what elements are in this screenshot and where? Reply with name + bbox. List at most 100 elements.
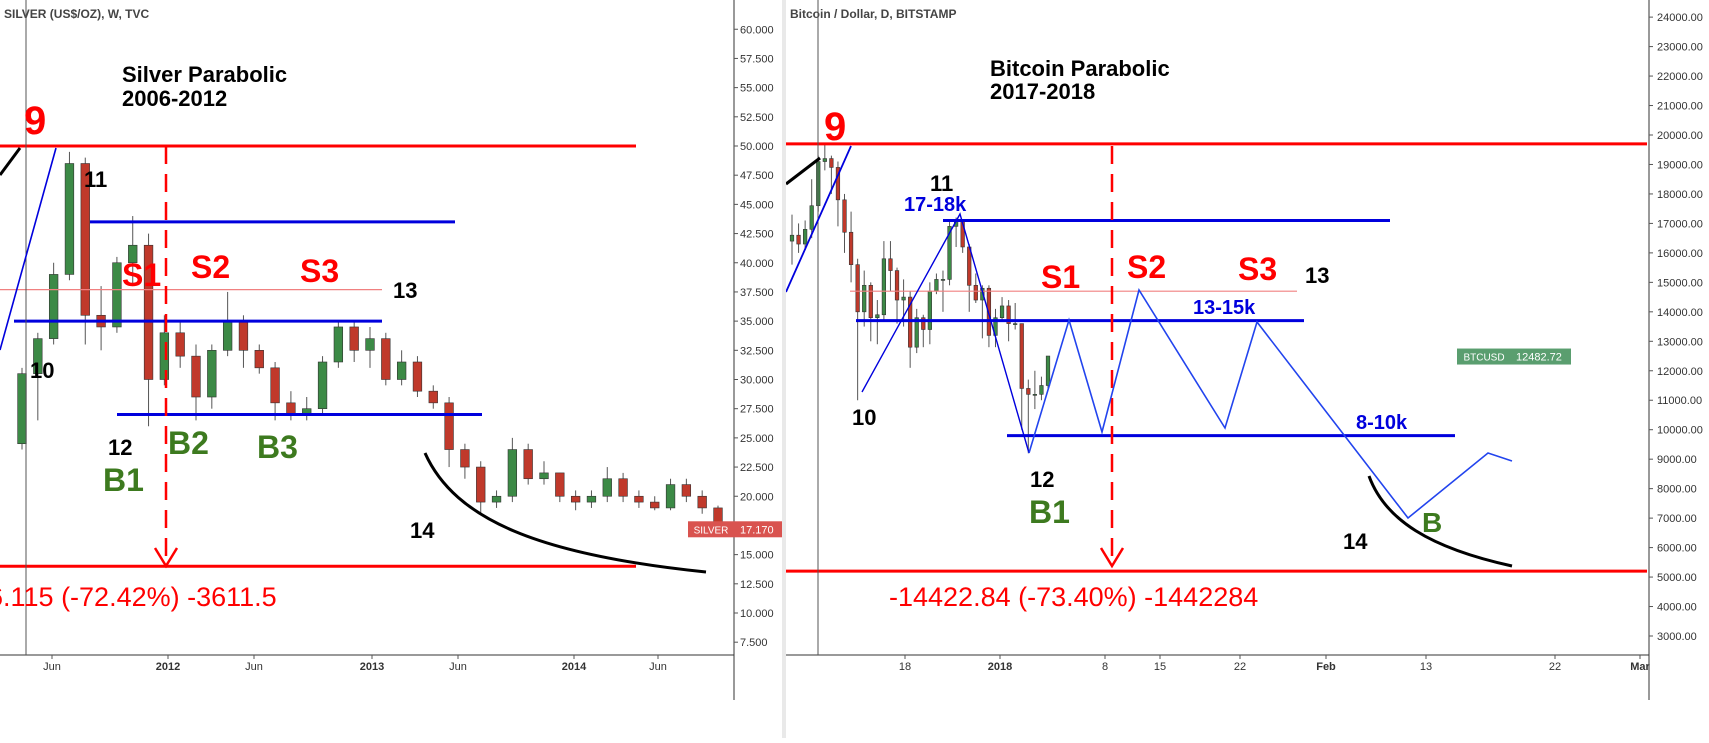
y-tick-label: 22.500 — [740, 462, 774, 474]
y-tick-label: 40.000 — [740, 258, 774, 270]
wave-label-13: 13 — [393, 278, 417, 303]
candles — [17, 151, 723, 532]
y-tick-label: 12000.00 — [1657, 366, 1703, 378]
candle-body — [665, 484, 676, 509]
wave-label-10: 10 — [852, 405, 876, 430]
chart-subtitle: 2006-2012 — [122, 86, 227, 111]
candle-body — [444, 402, 454, 450]
candle-body — [855, 264, 860, 313]
candle — [848, 211, 854, 283]
chart-subtitle: 2017-2018 — [990, 79, 1095, 104]
candle — [570, 490, 581, 511]
time-target-arrow — [1099, 547, 1125, 569]
candle-body — [914, 317, 919, 348]
candle — [634, 490, 644, 508]
candle — [855, 258, 860, 401]
candle-body — [143, 244, 154, 380]
candle — [48, 262, 59, 345]
candle — [1045, 355, 1051, 389]
candle-body — [835, 167, 841, 201]
candle-body — [539, 472, 549, 480]
candle-body — [523, 449, 533, 480]
candle — [914, 308, 919, 354]
trend-blue — [785, 145, 852, 293]
decline-curve — [423, 452, 707, 574]
sell-label-s2: S2 — [191, 249, 230, 285]
candle — [665, 478, 676, 511]
candle-body — [901, 296, 906, 301]
candle-body — [1032, 394, 1037, 396]
price-badge-label-bg — [688, 521, 734, 538]
y-tick-label: 60.000 — [740, 24, 774, 36]
symbol-header: Bitcoin / Dollar, D, BITSTAMP — [790, 7, 956, 21]
candles — [789, 143, 1051, 454]
sell-label-s3: S3 — [1238, 251, 1277, 287]
candle — [789, 214, 795, 265]
x-tick-label: 22 — [1234, 661, 1246, 673]
candle-body — [881, 258, 887, 316]
candle — [460, 443, 470, 479]
candle-body — [112, 262, 122, 328]
candle — [835, 161, 841, 227]
candle-body — [803, 229, 808, 245]
candle — [349, 321, 359, 362]
y-tick-label: 13000.00 — [1657, 336, 1703, 348]
wave-label-13: 13 — [1305, 263, 1329, 288]
x-tick-label: 13 — [1420, 661, 1432, 673]
x-tick-label: 2013 — [360, 661, 384, 673]
candle — [412, 356, 423, 398]
bitcoin-chart-panel: 24000.00 23000.00 22000.00 21000.00 20000.00… — [785, 0, 1709, 738]
trend-black — [785, 156, 821, 186]
candle-body — [934, 279, 939, 292]
candle — [973, 273, 978, 303]
candle-body — [128, 244, 138, 264]
candle — [1019, 323, 1024, 430]
candle-body — [555, 472, 565, 497]
candle-body — [618, 478, 628, 497]
candle-body — [980, 287, 985, 301]
candle-body — [1013, 323, 1018, 325]
y-tick-label: 16000.00 — [1657, 248, 1703, 260]
y-tick-label: 52.500 — [740, 112, 774, 124]
y-tick-label: 27.500 — [740, 404, 774, 416]
x-tick-label: Jun — [43, 661, 61, 673]
candle-body — [286, 402, 296, 415]
y-tick-label: 9000.00 — [1657, 454, 1697, 466]
y-tick-label: 19000.00 — [1657, 159, 1703, 171]
x-tick-label: 2012 — [156, 661, 180, 673]
candle — [842, 193, 847, 253]
y-tick-label: 57.500 — [740, 53, 774, 65]
y-tick-label: 50.000 — [740, 141, 774, 153]
price-badge-value-bg — [1511, 348, 1571, 365]
candle — [1032, 370, 1037, 410]
candle-body — [848, 231, 854, 265]
y-tick-label: 14000.00 — [1657, 307, 1703, 319]
candle-body — [570, 495, 581, 503]
candle-body — [460, 449, 470, 468]
candle — [980, 285, 985, 339]
y-tick-label: 7000.00 — [1657, 513, 1697, 525]
y-tick-label: 12.500 — [740, 579, 774, 591]
buy-label-b3: B3 — [257, 429, 298, 465]
candle-body — [222, 320, 233, 351]
candle — [143, 233, 154, 427]
range-label-mid: 13-15k — [1193, 297, 1256, 319]
price-badge-value: 17.170 — [740, 524, 774, 536]
drawdown-text: -14422.84 (-73.40%) -1442284 — [889, 582, 1258, 612]
wave-label-14: 14 — [410, 518, 435, 543]
y-tick-label: 47.500 — [740, 170, 774, 182]
candle — [270, 361, 280, 421]
candle-body — [789, 234, 795, 242]
y-tick-label: 35.000 — [740, 316, 774, 328]
y-tick-label: 30.000 — [740, 375, 774, 387]
candle-body — [1039, 385, 1044, 395]
candle-body — [999, 305, 1005, 319]
x-tick-label: Jun — [449, 661, 467, 673]
candle — [618, 472, 628, 503]
y-tick-label: 10000.00 — [1657, 425, 1703, 437]
range-label-upper: 17-18k — [904, 194, 967, 216]
candle-body — [947, 226, 952, 280]
candle — [381, 332, 391, 386]
candle-body — [602, 478, 612, 497]
